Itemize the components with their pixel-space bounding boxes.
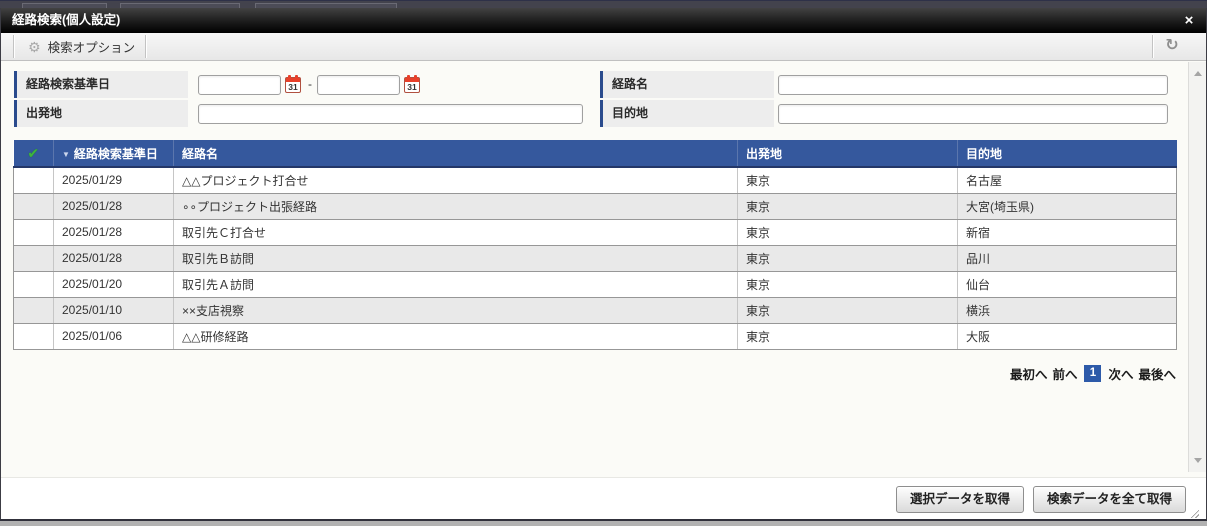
table-row[interactable]: 2025/01/28 ∘∘プロジェクト出張経路 東京 大宮(埼玉県) — [13, 193, 1177, 220]
row-departure: 東京 — [737, 271, 958, 298]
row-departure: 東京 — [737, 245, 958, 272]
row-departure: 東京 — [737, 323, 958, 350]
background-page-top — [0, 0, 1207, 9]
row-base-date: 2025/01/29 — [53, 167, 174, 194]
row-route-name: 取引先Ａ訪問 — [173, 271, 738, 298]
row-destination: 横浜 — [957, 297, 1177, 324]
table-row[interactable]: 2025/01/06 △△研修経路 東京 大阪 — [13, 323, 1177, 350]
dialog-toolbar: ⚙ 検索オプション ↻ — [0, 33, 1207, 61]
table-row[interactable]: 2025/01/28 取引先Ｃ打合せ 東京 新宿 — [13, 219, 1177, 246]
base-date-label: 経路検索基準日 — [14, 71, 188, 98]
row-departure: 東京 — [737, 219, 958, 246]
row-destination: 仙台 — [957, 271, 1177, 298]
table-row[interactable]: 2025/01/20 取引先Ａ訪問 東京 仙台 — [13, 271, 1177, 298]
destination-input[interactable] — [778, 104, 1168, 124]
background-tab — [120, 3, 240, 9]
row-base-date: 2025/01/20 — [53, 271, 174, 298]
select-all-header[interactable]: ✔ — [13, 140, 54, 168]
row-select-cell — [13, 271, 54, 298]
resize-handle[interactable] — [1188, 507, 1199, 518]
toolbar-separator — [13, 35, 14, 58]
pagination-current-page[interactable]: 1 — [1084, 364, 1102, 382]
vertical-scrollbar[interactable] — [1188, 62, 1206, 472]
toolbar-separator — [145, 35, 146, 58]
scroll-up-icon[interactable] — [1194, 71, 1202, 76]
toolbar-separator — [1152, 35, 1153, 58]
row-route-name: △△研修経路 — [173, 323, 738, 350]
column-header-destination[interactable]: 目的地 — [957, 140, 1177, 168]
gear-icon: ⚙ — [28, 38, 41, 55]
row-base-date: 2025/01/28 — [53, 219, 174, 246]
get-selected-data-button[interactable]: 選択データを取得 — [895, 486, 1024, 513]
row-base-date: 2025/01/28 — [53, 245, 174, 272]
dialog-border-bottom — [0, 519, 1207, 521]
refresh-icon: ↻ — [1165, 37, 1179, 54]
departure-input[interactable] — [198, 104, 583, 124]
row-select-cell — [13, 193, 54, 220]
dialog-titlebar: 経路検索(個人設定) × — [0, 8, 1207, 33]
row-select-cell — [13, 245, 54, 272]
dialog-border-left — [0, 8, 1, 520]
row-destination: 大阪 — [957, 323, 1177, 350]
row-destination: 新宿 — [957, 219, 1177, 246]
base-date-to-input[interactable] — [317, 75, 400, 95]
column-header-base-date[interactable]: ▼ 経路検索基準日 — [53, 140, 174, 168]
base-date-from-input[interactable] — [198, 75, 281, 95]
row-departure: 東京 — [737, 193, 958, 220]
pagination-next[interactable]: 次へ — [1108, 367, 1134, 382]
row-route-name: 取引先Ｂ訪問 — [173, 245, 738, 272]
destination-label: 目的地 — [600, 100, 774, 127]
row-destination: 大宮(埼玉県) — [957, 193, 1177, 220]
background-page-bottom — [0, 521, 1207, 526]
row-departure: 東京 — [737, 297, 958, 324]
row-select-cell — [13, 167, 54, 194]
pagination-prev[interactable]: 前へ — [1052, 367, 1078, 382]
departure-label: 出発地 — [14, 100, 188, 127]
route-name-input[interactable] — [778, 75, 1168, 95]
calendar-icon[interactable]: 31 — [285, 75, 301, 93]
table-body: 2025/01/29 △△プロジェクト打合せ 東京 名古屋 2025/01/28 ∘∘プロ… — [13, 167, 1177, 350]
row-select-cell — [13, 297, 54, 324]
row-base-date: 2025/01/28 — [53, 193, 174, 220]
pagination-last[interactable]: 最後へ — [1138, 367, 1176, 382]
pagination-first[interactable]: 最初へ — [1009, 367, 1048, 382]
sort-desc-icon: ▼ — [62, 149, 70, 159]
row-base-date: 2025/01/10 — [53, 297, 174, 324]
date-range-separator: - — [308, 77, 312, 91]
calendar-icon[interactable]: 31 — [404, 75, 420, 93]
pagination: 最初へ 前へ 1 次へ 最後へ — [1010, 364, 1176, 382]
get-all-data-button[interactable]: 検索データを全て取得 — [1032, 486, 1186, 513]
row-route-name: 取引先Ｃ打合せ — [173, 219, 738, 246]
background-tab — [255, 3, 397, 9]
results-table: ✔ ▼ 経路検索基準日 経路名 出発地 目的地 2025/01/29 △△プロジェク… — [13, 140, 1177, 350]
row-destination: 名古屋 — [957, 167, 1177, 194]
close-icon[interactable]: × — [1184, 12, 1194, 29]
row-route-name: ××支店視察 — [173, 297, 738, 324]
row-destination: 品川 — [957, 245, 1177, 272]
row-base-date: 2025/01/06 — [53, 323, 174, 350]
table-row[interactable]: 2025/01/10 ××支店視察 東京 横浜 — [13, 297, 1177, 324]
row-select-cell — [13, 219, 54, 246]
search-options-label: 検索オプション — [47, 41, 136, 55]
table-header-row: ✔ ▼ 経路検索基準日 経路名 出発地 目的地 — [13, 140, 1177, 168]
search-options-button[interactable]: ⚙ 検索オプション — [18, 33, 145, 60]
route-name-label: 経路名 — [600, 71, 774, 98]
column-header-departure[interactable]: 出発地 — [737, 140, 958, 168]
row-route-name: △△プロジェクト打合せ — [173, 167, 738, 194]
scroll-down-icon[interactable] — [1194, 458, 1202, 463]
dialog-title: 経路検索(個人設定) — [12, 13, 121, 27]
background-tab — [22, 3, 107, 9]
row-route-name: ∘∘プロジェクト出張経路 — [173, 193, 738, 220]
row-select-cell — [13, 323, 54, 350]
check-icon: ✔ — [27, 144, 40, 161]
table-row[interactable]: 2025/01/28 取引先Ｂ訪問 東京 品川 — [13, 245, 1177, 272]
table-row[interactable]: 2025/01/29 △△プロジェクト打合せ 東京 名古屋 — [13, 167, 1177, 194]
row-departure: 東京 — [737, 167, 958, 194]
dialog-footer: 選択データを取得 検索データを全て取得 — [1, 477, 1206, 519]
refresh-button[interactable]: ↻ — [1156, 33, 1188, 60]
column-header-route-name[interactable]: 経路名 — [173, 140, 738, 168]
